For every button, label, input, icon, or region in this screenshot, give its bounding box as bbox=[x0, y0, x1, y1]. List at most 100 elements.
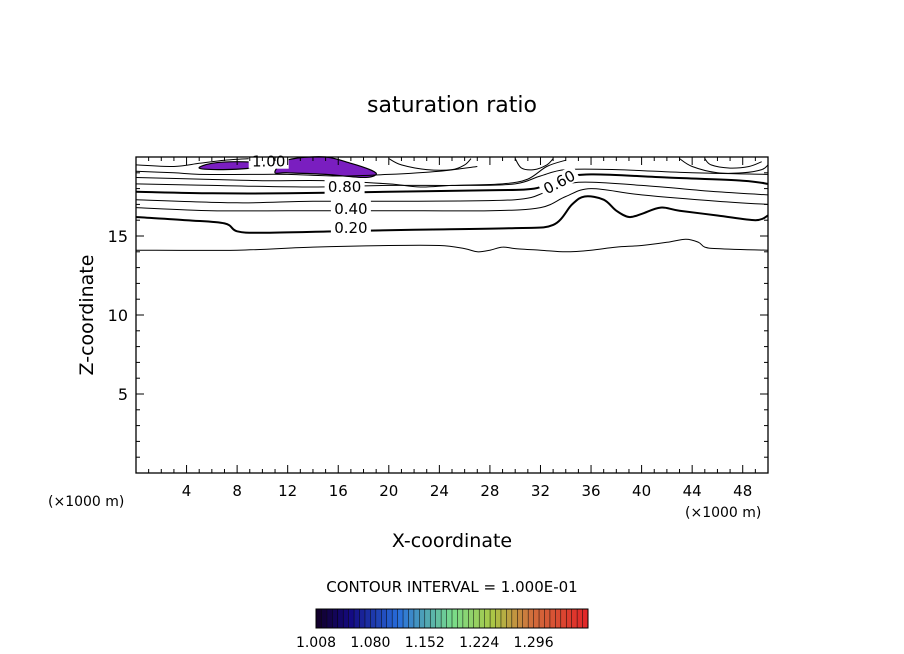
colorbar-tick-label: 1.224 bbox=[459, 635, 499, 651]
colorbar-tick-label: 1.080 bbox=[350, 635, 390, 651]
colorbar-cell bbox=[490, 609, 496, 628]
colorbar-cell bbox=[408, 609, 414, 628]
colorbar-tick-label: 1.152 bbox=[405, 635, 445, 651]
colorbar-cell bbox=[424, 609, 431, 628]
x-tick-label: 4 bbox=[182, 482, 192, 500]
contour-label-bg bbox=[330, 200, 371, 217]
contour-line bbox=[135, 181, 769, 204]
contour-label: 0.40 bbox=[334, 200, 367, 218]
contour-line bbox=[679, 158, 769, 174]
colorbar-cell bbox=[430, 609, 436, 628]
y-tick-label: 5 bbox=[118, 385, 128, 404]
x-unit-right: (×1000 m) bbox=[685, 505, 761, 521]
contour-label-group: 0.80 bbox=[324, 178, 365, 196]
colorbar-cell bbox=[506, 609, 512, 628]
colorbar-frame bbox=[315, 608, 589, 629]
x-tick-label: 32 bbox=[531, 482, 550, 500]
colorbar-cell bbox=[343, 609, 349, 628]
x-tick-label: 12 bbox=[278, 482, 297, 500]
x-ticks: 4 8 12 16 20 24 28 32 36 40 44 48 bbox=[148, 157, 756, 500]
y-tick-label: 15 bbox=[108, 227, 128, 246]
colorbar-cell bbox=[370, 609, 376, 628]
x-tick-label: 24 bbox=[430, 482, 449, 500]
contour-label-bg bbox=[330, 219, 371, 236]
contour-label: 1.00 bbox=[252, 153, 285, 171]
y-axis-label: Z-coordinate bbox=[76, 255, 98, 376]
colorbar-cell bbox=[566, 609, 572, 628]
contour-label-bg bbox=[324, 178, 365, 194]
colorbar-cell bbox=[479, 609, 485, 628]
x-unit-left: (×1000 m) bbox=[48, 494, 124, 510]
x-tick-label: 8 bbox=[232, 482, 242, 500]
contour-line bbox=[135, 238, 769, 253]
colorbar-cell bbox=[419, 609, 425, 628]
contour-label-group: 1.00 bbox=[248, 152, 289, 171]
colorbar-cell bbox=[522, 609, 529, 628]
colorbar-cell bbox=[571, 609, 578, 628]
x-tick-label: 28 bbox=[480, 482, 499, 500]
colorbar-cell bbox=[348, 609, 355, 628]
colorbar-cell bbox=[500, 609, 507, 628]
colorbar-cell bbox=[375, 609, 382, 628]
colorbar-cell bbox=[392, 609, 398, 628]
contour-line bbox=[388, 158, 472, 171]
chart-title: saturation ratio bbox=[367, 93, 537, 118]
x-tick-label: 36 bbox=[581, 482, 600, 500]
contour-label-group: 0.20 bbox=[330, 219, 371, 237]
contour-lines bbox=[135, 158, 769, 253]
colorbar-cell bbox=[413, 609, 420, 628]
contour-line bbox=[514, 158, 554, 171]
contour-labels: 0.200.400.600.801.00 bbox=[248, 152, 581, 237]
y-tick-label: 10 bbox=[108, 306, 128, 325]
colorbar-cell bbox=[560, 609, 567, 628]
colorbar-cell bbox=[539, 609, 545, 628]
colorbar-cell bbox=[495, 609, 501, 628]
colorbar-cell bbox=[577, 609, 583, 628]
contour-line bbox=[135, 158, 250, 168]
colorbar-cell bbox=[337, 609, 344, 628]
colorbar-cell bbox=[484, 609, 491, 628]
colorbar-cell bbox=[321, 609, 327, 628]
contour-line bbox=[135, 188, 769, 212]
contour-line bbox=[135, 159, 566, 188]
colorbar-cell bbox=[397, 609, 404, 628]
y-ticks: 5 10 15 bbox=[108, 172, 768, 458]
contour-interval-label: CONTOUR INTERVAL = 1.000E-01 bbox=[326, 578, 577, 596]
x-axis-label: X-coordinate bbox=[392, 530, 512, 552]
colorbar-cell bbox=[332, 609, 338, 628]
x-tick-label: 20 bbox=[379, 482, 398, 500]
colorbar-cell bbox=[533, 609, 540, 628]
colorbar-cell bbox=[452, 609, 458, 628]
colorbar-tick-label: 1.296 bbox=[514, 635, 554, 651]
contour-line bbox=[135, 166, 478, 177]
colorbar-cell bbox=[326, 609, 333, 628]
colorbar bbox=[315, 609, 588, 628]
colorbar-cell bbox=[517, 609, 523, 628]
x-tick-label: 40 bbox=[632, 482, 651, 500]
x-tick-label: 16 bbox=[329, 482, 348, 500]
colorbar-cell bbox=[441, 609, 447, 628]
x-tick-label: 48 bbox=[733, 482, 752, 500]
contour-line bbox=[135, 168, 769, 188]
colorbar-cell bbox=[354, 609, 360, 628]
colorbar-tick-label: 1.008 bbox=[296, 635, 336, 651]
colorbar-ticks: 1.008 1.080 1.152 1.224 1.296 bbox=[296, 635, 554, 651]
colorbar-cell bbox=[582, 609, 588, 628]
contour-label-bg bbox=[537, 164, 581, 198]
colorbar-cell bbox=[468, 609, 474, 628]
colorbar-cell bbox=[457, 609, 463, 628]
contour-line bbox=[704, 158, 762, 169]
contour-line bbox=[135, 195, 769, 234]
colorbar-cell bbox=[549, 609, 556, 628]
colorbar-cell bbox=[473, 609, 480, 628]
colorbar-cell bbox=[364, 609, 371, 628]
colorbar-cell bbox=[544, 609, 550, 628]
colorbar-cell bbox=[528, 609, 534, 628]
contour-label: 0.20 bbox=[334, 219, 367, 237]
colorbar-cell bbox=[511, 609, 518, 628]
colorbar-cell bbox=[359, 609, 365, 628]
colorbar-cell bbox=[555, 609, 561, 628]
x-tick-label: 44 bbox=[683, 482, 702, 500]
contour-label: 0.80 bbox=[328, 178, 361, 196]
